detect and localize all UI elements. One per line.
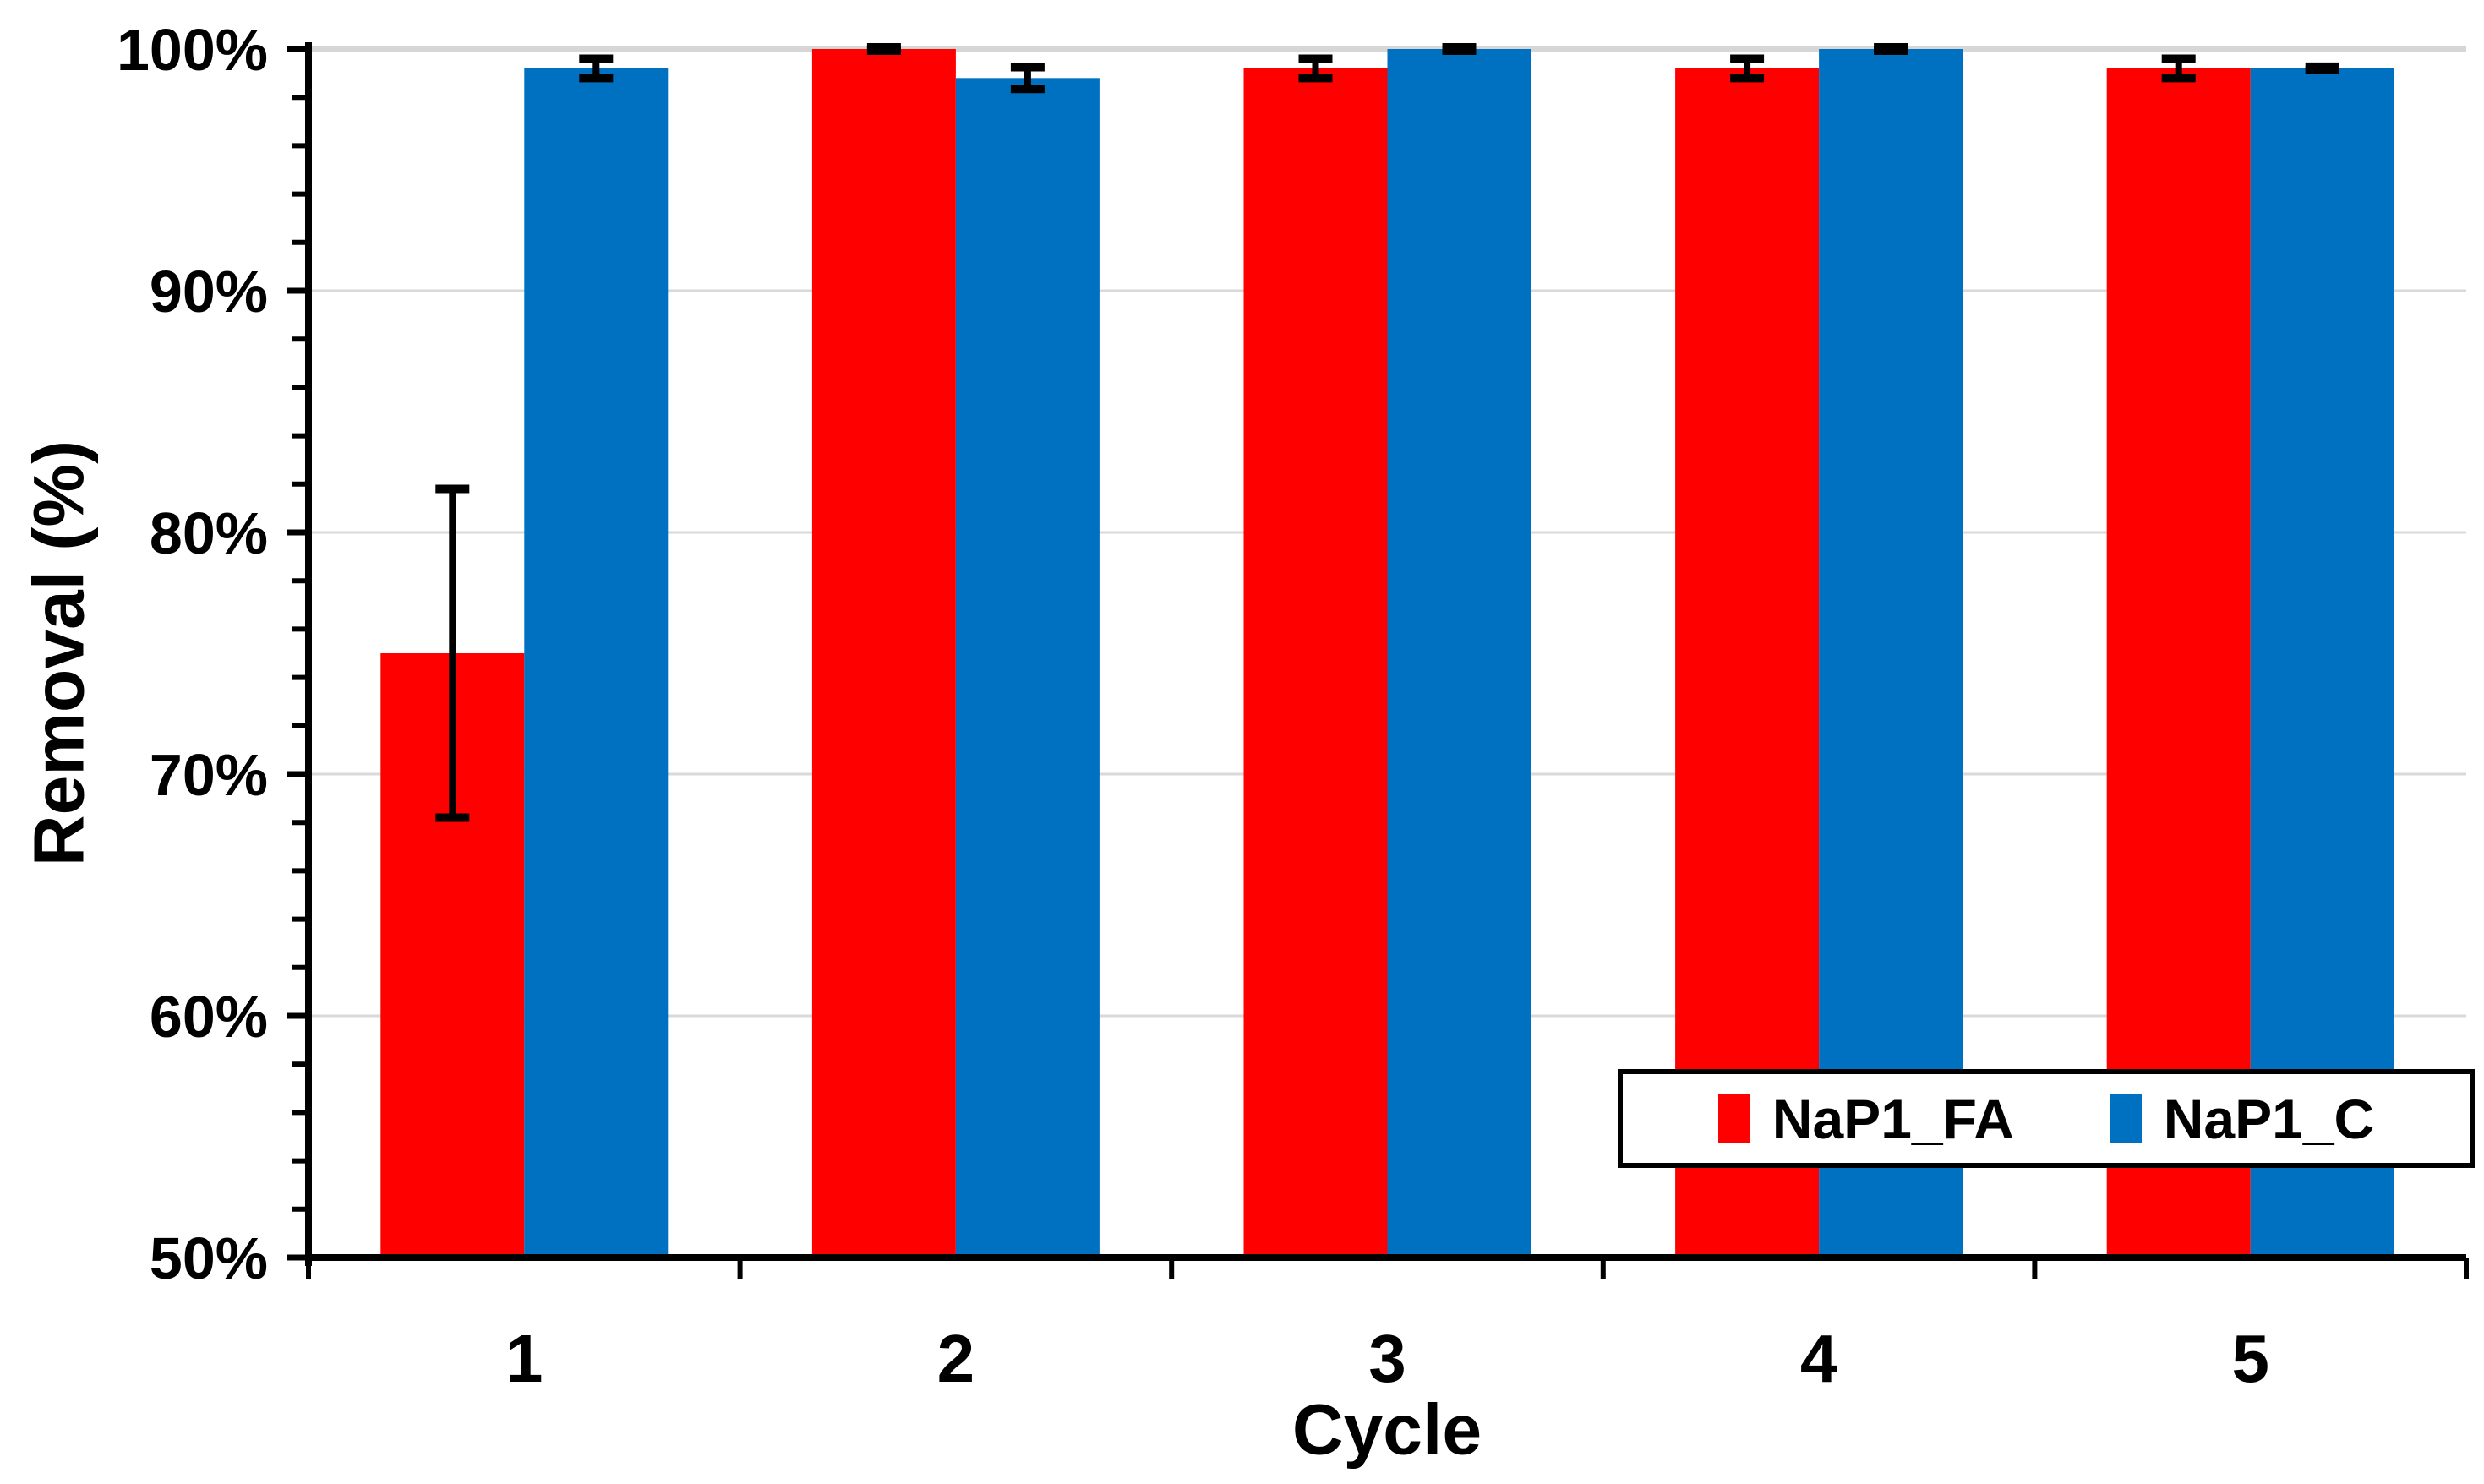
y-tick-label: 60%: [150, 984, 268, 1050]
x-tick-label: 2: [937, 1321, 975, 1396]
legend-label-nap1-fa: NaP1_FA: [1772, 1087, 2014, 1150]
bar-nap1_c-cycle-1: [524, 68, 669, 1258]
y-tick-label: 50%: [150, 1225, 268, 1291]
legend-swatch-nap1-fa-icon: [1717, 1094, 1750, 1143]
bar-nap1_fa-cycle-3: [1243, 68, 1388, 1258]
x-tick-label: 3: [1368, 1321, 1406, 1396]
legend: NaP1_FA NaP1_C: [1618, 1069, 2475, 1168]
bar-nap1_c-cycle-4: [1819, 49, 1963, 1258]
y-axis-title: Removal (%): [19, 439, 99, 867]
x-tick-label: 1: [505, 1321, 543, 1396]
legend-label-nap1-c: NaP1_C: [2163, 1087, 2375, 1150]
x-tick-label: 5: [2231, 1321, 2269, 1396]
bar-nap1_c-cycle-2: [955, 78, 1100, 1258]
legend-item-nap1-fa: NaP1_FA: [1717, 1087, 2014, 1151]
legend-swatch-nap1-c-icon: [2109, 1094, 2142, 1143]
bar-nap1_fa-cycle-5: [2106, 68, 2251, 1258]
y-tick-label: 80%: [150, 500, 268, 566]
bar-nap1_fa-cycle-4: [1675, 68, 1820, 1258]
bar-nap1_c-cycle-3: [1387, 49, 1531, 1258]
y-tick-label: 100%: [117, 17, 268, 83]
y-tick-label: 70%: [150, 742, 268, 808]
bar-nap1_fa-cycle-2: [811, 49, 956, 1258]
x-axis-title: Cycle: [1291, 1389, 1482, 1470]
y-tick-label: 90%: [150, 259, 268, 325]
x-tick-label: 4: [1800, 1321, 1838, 1396]
bar-nap1_c-cycle-5: [2250, 68, 2394, 1258]
legend-item-nap1-c: NaP1_C: [2109, 1087, 2375, 1151]
